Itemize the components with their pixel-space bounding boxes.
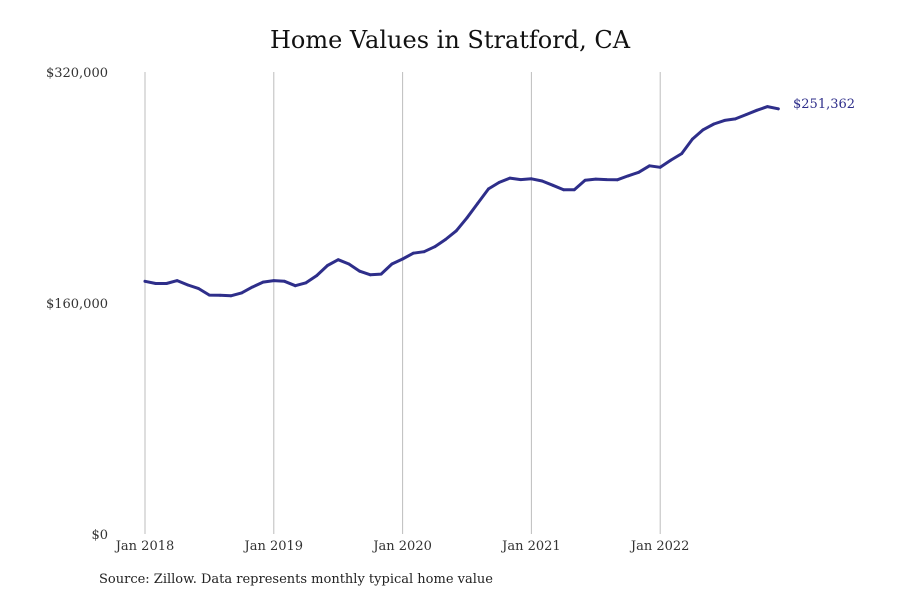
data-point [283,279,286,283]
data-point [691,137,694,141]
data-point [583,178,587,182]
data-point [240,291,244,295]
data-point [208,293,211,297]
data-point [497,181,501,184]
series-line [143,105,780,298]
x-tick-label: Jan 2019 [243,539,304,554]
data-point [186,283,190,287]
data-point [229,294,233,298]
data-point [293,284,297,288]
data-point [701,128,705,132]
data-point [390,262,394,266]
data-point [712,122,716,126]
data-point [175,279,179,282]
y-axis-labels: $0 $160,000 $320,000 [46,66,108,543]
data-point [540,179,544,183]
data-point [369,273,372,277]
data-point [250,285,254,289]
data-point [648,164,651,168]
data-point [572,188,576,192]
data-point [433,245,437,249]
data-point [261,280,265,284]
data-point [766,105,769,108]
data-point [733,117,737,121]
data-point [530,177,533,181]
chart-title: Home Values in Stratford, CA [269,26,631,54]
x-tick-label: Jan 2022 [629,539,690,554]
data-point [680,152,684,156]
data-point [605,178,608,182]
data-point [165,282,168,285]
x-tick-label: Jan 2018 [114,539,175,554]
data-point [487,187,490,191]
x-tick-label: Jan 2021 [500,539,561,554]
end-value-label: $251,362 [793,97,855,112]
data-point [218,293,222,297]
data-point [454,229,458,233]
data-point [465,216,469,220]
source-note: Source: Zillow. Data represents monthly … [99,572,493,587]
data-point [401,257,404,261]
data-point [326,264,329,267]
data-point [669,158,673,162]
y-tick-label: $160,000 [46,297,108,312]
data-point [422,250,426,254]
data-point [358,269,362,273]
data-point [508,176,512,180]
data-point [637,170,641,174]
data-point [197,287,201,290]
data-point [476,202,480,205]
data-point [315,274,319,277]
grid-lines [144,72,661,534]
data-point [776,107,780,111]
data-point [304,281,308,285]
data-point [272,279,276,282]
data-point [744,113,748,116]
data-point [143,279,147,283]
data-point [626,174,630,178]
data-point [519,178,523,182]
data-point [551,183,555,187]
data-point [594,177,598,181]
data-point [347,262,351,266]
y-tick-label: $320,000 [46,66,108,81]
data-points [143,105,780,298]
data-point [562,188,565,192]
x-axis-labels: Jan 2018 Jan 2019 Jan 2020 Jan 2021 Jan 2022 [114,539,690,554]
data-point [444,238,447,241]
data-point [755,108,759,112]
data-point [658,165,662,169]
y-tick-label: $0 [91,528,108,543]
data-point [154,282,158,285]
data-point [411,251,415,255]
data-point [723,119,726,122]
x-tick-label: Jan 2020 [371,539,432,554]
data-point [336,258,340,262]
data-point [615,178,619,182]
data-point [379,272,383,276]
